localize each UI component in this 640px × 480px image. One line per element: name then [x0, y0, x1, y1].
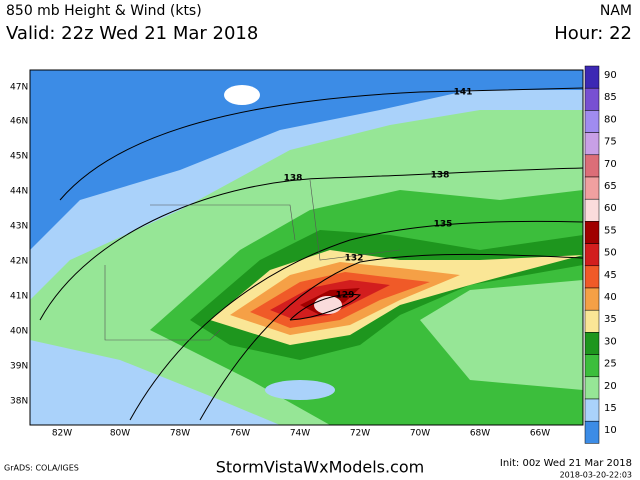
- colorbar-label: 80: [604, 114, 617, 125]
- lon-label: 66W: [530, 429, 550, 439]
- site: StormVistaWxModels.com: [216, 458, 424, 477]
- lat-label: 47N: [10, 83, 28, 93]
- software-credit: GrADS: COLA/IGES: [4, 464, 79, 473]
- lat-label: 46N: [10, 117, 28, 127]
- colorbar-swatch: [584, 176, 600, 200]
- map: [29, 69, 584, 426]
- colorbar-swatch: [584, 243, 600, 267]
- colorbar-label: 75: [604, 137, 617, 148]
- model: NAM: [600, 3, 632, 19]
- timestamp: 2018-03-20-22:03: [560, 471, 632, 480]
- colorbar-swatch: [584, 420, 600, 444]
- lat-label: 41N: [10, 292, 28, 302]
- contour-label: 135: [434, 220, 453, 230]
- contour-label: 138: [431, 171, 450, 181]
- lat-label: 43N: [10, 222, 28, 232]
- lon-label: 76W: [230, 429, 250, 439]
- colorbar-label: 65: [604, 181, 617, 192]
- lon-label: 80W: [110, 429, 130, 439]
- colorbar-swatch: [584, 221, 600, 244]
- colorbar-swatch: [584, 287, 600, 311]
- colorbar-label: 45: [604, 270, 617, 281]
- contour-label: 132: [345, 254, 364, 264]
- colorbar-label: 10: [604, 425, 617, 436]
- init-time: Init: 00z Wed 21 Mar 2018: [500, 458, 632, 469]
- lat-label: 40N: [10, 327, 28, 337]
- lat-label: 39N: [10, 362, 28, 372]
- lat-label: 42N: [10, 257, 28, 267]
- colorbar-label: 50: [604, 248, 617, 259]
- valid-time: Valid: 22z Wed 21 Mar 2018: [6, 23, 258, 44]
- contour-label: 129: [336, 291, 355, 301]
- colorbar-swatch: [584, 309, 600, 333]
- colorbar-swatch: [584, 376, 600, 400]
- colorbar-label: 30: [604, 336, 617, 347]
- lat-label: 38N: [10, 397, 28, 407]
- lon-label: 68W: [470, 429, 490, 439]
- colorbar-label: 15: [604, 403, 617, 414]
- colorbar-label: 90: [604, 70, 617, 81]
- colorbar-swatch: [584, 132, 600, 156]
- contour-label: 138: [284, 174, 303, 184]
- colorbar: 90 85 80 75 70 65 60 55 50 45 40 35 30 25 20 15 10: [584, 65, 617, 444]
- lon-label: 72W: [350, 429, 370, 439]
- lat-label: 45N: [10, 152, 28, 162]
- colorbar-label: 55: [604, 225, 617, 236]
- contour-label: 141: [454, 88, 473, 98]
- lat-label: 44N: [10, 187, 28, 197]
- forecast-hour: Hour: 22: [554, 23, 632, 44]
- colorbar-swatch: [584, 87, 600, 111]
- colorbar-label: 85: [604, 92, 617, 103]
- colorbar-swatch: [584, 65, 600, 89]
- colorbar-swatch: [584, 154, 600, 178]
- lon-label: 74W: [290, 429, 310, 439]
- colorbar-label: 60: [604, 203, 617, 214]
- lon-label: 82W: [52, 429, 72, 439]
- colorbar-swatch: [584, 110, 600, 133]
- colorbar-swatch: [584, 332, 600, 355]
- colorbar-swatch: [584, 354, 600, 378]
- colorbar-label: 20: [604, 381, 617, 392]
- colorbar-label: 35: [604, 314, 617, 325]
- colorbar-label: 40: [604, 292, 617, 303]
- colorbar-label: 70: [604, 159, 617, 170]
- colorbar-label: 25: [604, 359, 617, 370]
- lon-label: 70W: [410, 429, 430, 439]
- colorbar-swatch: [584, 398, 600, 422]
- colorbar-swatch: [584, 265, 600, 289]
- colorbar-swatch: [584, 198, 600, 222]
- lon-label: 78W: [170, 429, 190, 439]
- title: 850 mb Height & Wind (kts): [6, 3, 202, 19]
